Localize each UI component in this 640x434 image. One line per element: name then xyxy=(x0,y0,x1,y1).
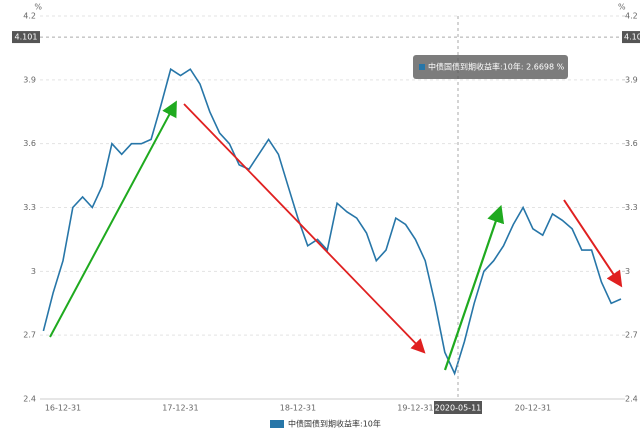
x-tick-label: 19-12-31 xyxy=(397,404,433,413)
y2-tick-label: 3.3 xyxy=(625,203,638,212)
y-unit: % xyxy=(34,3,42,12)
legend-label: 中债国债到期收益率:10年 xyxy=(288,419,381,429)
y2-tick-label: 4.2 xyxy=(625,12,638,21)
grid: 2.4 2.7 3 3.3 3.6 3.9 4.2 2.4 2.7 3 3.3 3.6 3.9 4.2 16… xyxy=(23,12,637,413)
crosshair-y-label: 4.101 xyxy=(15,33,38,42)
legend-swatch xyxy=(270,420,284,428)
arrow-down xyxy=(183,103,426,354)
y-tick-label: 4.2 xyxy=(23,12,36,21)
plot xyxy=(42,67,622,376)
arrow-up xyxy=(49,100,177,338)
series-line xyxy=(42,67,622,376)
y-tick-label: 3.9 xyxy=(23,75,36,84)
trend-arrows xyxy=(49,100,623,371)
y2-tick-label: 3.6 xyxy=(625,139,638,148)
y2-tick-label: 3 xyxy=(625,267,630,276)
arrow-up xyxy=(443,204,505,371)
x-tick-label: 18-12-31 xyxy=(280,404,316,413)
crosshair-y-box xyxy=(12,31,40,44)
y2-tick-label: 3.9 xyxy=(625,75,638,84)
crosshair-y2-box xyxy=(622,31,640,44)
crosshair-x-box xyxy=(434,401,482,414)
y-tick-label: 3.3 xyxy=(23,203,36,212)
x-tick-label: 20-12-31 xyxy=(515,404,551,413)
y-tick-label: 3 xyxy=(31,267,36,276)
y2-tick-label: 2.4 xyxy=(625,395,638,404)
arrow-down xyxy=(563,199,623,288)
y-tick-label: 3.6 xyxy=(23,139,36,148)
tooltip xyxy=(413,55,568,79)
tooltip-text: 中债国债到期收益率:10年: 2.6698 % xyxy=(428,62,565,72)
x-tick-label: 16-12-31 xyxy=(45,404,81,413)
y-tick-label: 2.7 xyxy=(23,331,36,340)
x-tick-label: 17-12-31 xyxy=(162,404,198,413)
tooltip-swatch xyxy=(419,64,425,70)
y2-tick-label: 2.7 xyxy=(625,331,638,340)
crosshair-x-label: 2020-05-11 xyxy=(435,404,482,413)
crosshair-y2-label: 4.101 xyxy=(624,33,640,42)
y2-unit: % xyxy=(618,3,626,12)
y-tick-label: 2.4 xyxy=(23,395,36,404)
